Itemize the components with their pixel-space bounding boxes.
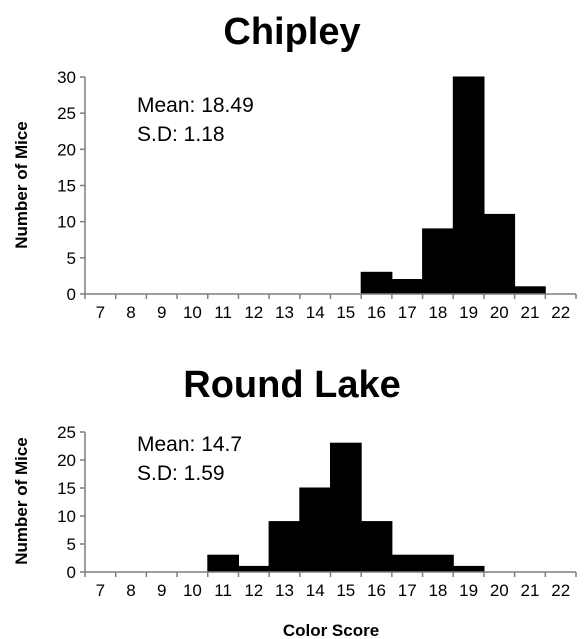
x-tick-label-round-lake-12: 12 bbox=[244, 581, 263, 600]
bar-chipley-19 bbox=[452, 76, 485, 295]
x-tick-label-round-lake-9: 9 bbox=[157, 581, 166, 600]
x-tick-label-round-lake-14: 14 bbox=[306, 581, 325, 600]
x-tick-label-chipley-10: 10 bbox=[183, 303, 202, 322]
bar-chipley-16 bbox=[360, 271, 393, 295]
x-tick-label-chipley-8: 8 bbox=[126, 303, 135, 322]
x-tick-label-round-lake-18: 18 bbox=[428, 581, 447, 600]
y-tick-label-round-lake-20: 20 bbox=[57, 451, 76, 470]
x-tick-label-round-lake-20: 20 bbox=[490, 581, 509, 600]
y-tick-label-round-lake-25: 25 bbox=[57, 423, 76, 442]
y-tick-label-chipley-30: 30 bbox=[57, 68, 76, 87]
y-tick-label-chipley-0: 0 bbox=[67, 285, 76, 304]
sd-annotation-chipley: S.D: 1.18 bbox=[137, 123, 225, 146]
x-tick-label-round-lake-8: 8 bbox=[126, 581, 135, 600]
x-tick-label-round-lake-7: 7 bbox=[96, 581, 105, 600]
y-tick-label-chipley-20: 20 bbox=[57, 140, 76, 159]
x-tick-label-chipley-7: 7 bbox=[96, 303, 105, 322]
bar-round-lake-13 bbox=[268, 521, 301, 573]
x-tick-label-chipley-20: 20 bbox=[490, 303, 509, 322]
y-tick-label-round-lake-0: 0 bbox=[67, 563, 76, 582]
x-tick-label-chipley-12: 12 bbox=[244, 303, 263, 322]
y-tick-label-chipley-15: 15 bbox=[57, 177, 76, 196]
y-tick-label-chipley-5: 5 bbox=[67, 249, 76, 268]
y-axis-label-chipley: Number of Mice bbox=[12, 121, 31, 249]
y-axis-label-round-lake: Number of Mice bbox=[12, 437, 31, 565]
x-tick-label-chipley-11: 11 bbox=[214, 303, 232, 322]
bar-round-lake-15 bbox=[330, 442, 362, 573]
plot-area-chipley: 0 5 10 15 20 25 30 7 8 9 10 11 12 13 14 15 16 17 18 19 20 21 2… bbox=[57, 68, 577, 322]
y-tick-label-round-lake-15: 15 bbox=[57, 479, 76, 498]
x-tick-label-round-lake-17: 17 bbox=[398, 581, 417, 600]
x-tick-label-round-lake-21: 21 bbox=[521, 581, 540, 600]
bar-chipley-20 bbox=[483, 213, 516, 295]
x-tick-label-chipley-14: 14 bbox=[306, 303, 325, 322]
chart-title-round-lake: Round Lake bbox=[183, 364, 400, 406]
bar-round-lake-17 bbox=[391, 554, 424, 573]
bar-round-lake-16 bbox=[360, 521, 393, 573]
bar-chipley-17 bbox=[391, 279, 424, 295]
x-tick-label-chipley-18: 18 bbox=[428, 303, 447, 322]
y-tick-label-chipley-10: 10 bbox=[57, 213, 76, 232]
x-tick-label-round-lake-13: 13 bbox=[275, 581, 294, 600]
bar-chipley-18 bbox=[422, 228, 454, 295]
x-axis-label-round-lake: Color Score bbox=[283, 621, 379, 639]
x-tick-label-chipley-19: 19 bbox=[459, 303, 478, 322]
bar-round-lake-11 bbox=[207, 554, 240, 573]
y-tick-label-chipley-25: 25 bbox=[57, 104, 76, 123]
x-tick-label-round-lake-19: 19 bbox=[459, 581, 478, 600]
bar-round-lake-12 bbox=[237, 565, 270, 573]
x-tick-label-round-lake-11: 11 bbox=[214, 581, 232, 600]
mean-annotation-round-lake: Mean: 14.7 bbox=[137, 433, 242, 456]
x-tick-label-round-lake-22: 22 bbox=[551, 581, 570, 600]
mean-annotation-chipley: Mean: 18.49 bbox=[137, 94, 254, 117]
x-tick-label-round-lake-15: 15 bbox=[336, 581, 355, 600]
sd-annotation-round-lake: S.D: 1.59 bbox=[137, 462, 225, 485]
bar-round-lake-18 bbox=[422, 554, 454, 573]
y-tick-label-round-lake-5: 5 bbox=[67, 535, 76, 554]
bar-chipley-21 bbox=[514, 286, 546, 295]
x-tick-label-chipley-15: 15 bbox=[336, 303, 355, 322]
plot-area-round-lake: 0 5 10 15 20 25 7 8 9 10 11 12 13 14 15 16 17 18 19 20 21 22 bbox=[57, 423, 577, 600]
x-tick-label-chipley-22: 22 bbox=[551, 303, 570, 322]
bar-round-lake-14 bbox=[299, 487, 331, 573]
x-tick-label-chipley-9: 9 bbox=[157, 303, 166, 322]
x-tick-label-chipley-16: 16 bbox=[367, 303, 386, 322]
chart-title-chipley: Chipley bbox=[223, 11, 360, 53]
x-tick-label-round-lake-10: 10 bbox=[183, 581, 202, 600]
x-tick-label-round-lake-16: 16 bbox=[367, 581, 386, 600]
x-tick-label-chipley-21: 21 bbox=[521, 303, 540, 322]
x-tick-label-chipley-13: 13 bbox=[275, 303, 294, 322]
y-tick-label-round-lake-10: 10 bbox=[57, 507, 76, 526]
bar-round-lake-19 bbox=[452, 565, 485, 573]
x-tick-label-chipley-17: 17 bbox=[398, 303, 417, 322]
